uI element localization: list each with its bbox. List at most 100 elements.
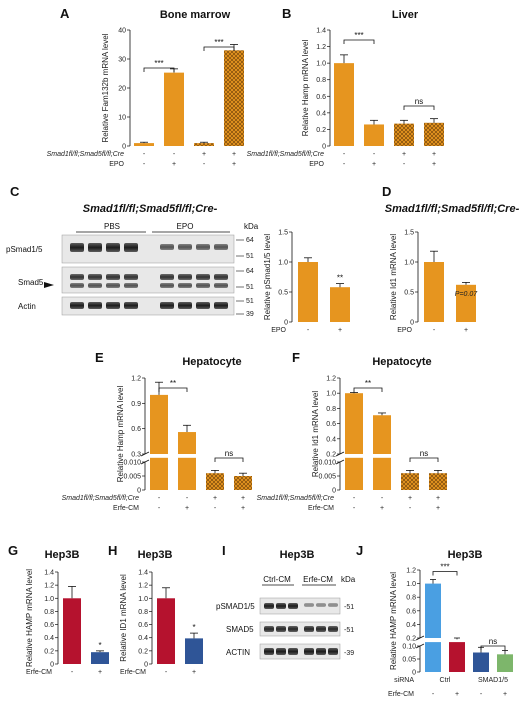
- y-tick-label: 0.4: [138, 635, 148, 642]
- treatment-sign: +: [172, 161, 176, 168]
- y-tick-label: 1.2: [44, 583, 54, 590]
- y-tick-label: 0.4: [316, 110, 326, 117]
- chart-a: 0 10 20 30 40 Relative Fam132b mRNA level *** *…: [47, 28, 244, 168]
- band: [124, 274, 138, 280]
- y-tick-label: 0.6: [138, 622, 148, 629]
- band: [304, 626, 314, 632]
- genotype-sign: +: [402, 151, 406, 158]
- treatment-sign: +: [464, 327, 468, 334]
- significance-bracket: [343, 39, 375, 44]
- genotype-sign: -: [343, 151, 346, 158]
- bar: [298, 262, 318, 322]
- treatment-label: Erfe-CM: [388, 691, 414, 698]
- bar: [91, 652, 109, 664]
- significance-bracket: [403, 105, 435, 110]
- genotype-sign: +: [232, 151, 236, 158]
- blot-c-marker: 64: [246, 237, 254, 244]
- significance-label: *: [98, 641, 101, 650]
- y-tick-label: 0.10: [402, 644, 416, 651]
- genotype-label: Smad1fl/fl;Smad5fl/fl;Cre: [47, 151, 125, 158]
- band: [106, 243, 120, 252]
- treatment-sign: +: [503, 691, 507, 698]
- genotype-sign: -: [373, 151, 376, 158]
- genotype-sign: +: [432, 151, 436, 158]
- y-tick-label: 0: [412, 670, 416, 677]
- y-tick-label: 0.8: [138, 609, 148, 616]
- band: [196, 244, 210, 250]
- treatment-sign: -: [353, 505, 356, 512]
- bar: [194, 143, 214, 146]
- treatment-sign: -: [71, 669, 74, 676]
- panel-label-c: C: [10, 184, 20, 199]
- treatment-sign: +: [98, 669, 102, 676]
- y-axis-label: Relative pSmad1/5 level: [263, 234, 272, 320]
- panel-label-a: A: [60, 6, 70, 21]
- y-tick-label: 0.3: [131, 452, 141, 459]
- band: [304, 648, 314, 655]
- significance-bracket: [143, 67, 175, 72]
- band: [178, 302, 192, 309]
- y-tick-label: 10: [118, 115, 126, 122]
- y-tick-label: 0.8: [316, 77, 326, 84]
- panel-label-i: I: [222, 543, 226, 558]
- band: [124, 283, 138, 288]
- band: [264, 603, 274, 609]
- band: [328, 648, 338, 655]
- y-axis-label: Relative Hamp mRNA level: [301, 40, 310, 137]
- y-tick-label: 0.6: [406, 608, 416, 615]
- panel-label-h: H: [108, 543, 117, 558]
- treatment-sign: -: [432, 691, 435, 698]
- band: [214, 274, 228, 280]
- panel-f-title: Hepatocyte: [372, 356, 431, 368]
- blot-i-marker: -51: [344, 604, 354, 611]
- treatment-label: Erfe-CM: [113, 505, 139, 512]
- significance-label: ns: [489, 637, 497, 646]
- y-tick-label: 0: [284, 320, 288, 327]
- blot-c: PBS EPO kDa pSmad1/5 Smad5 Actin 64 51 6…: [6, 222, 259, 318]
- panel-label-d: D: [382, 184, 391, 199]
- genotype-sign: +: [213, 495, 217, 502]
- y-tick-label: 0.8: [326, 406, 336, 413]
- bar: [449, 642, 465, 672]
- blot-c-label-psmad: pSmad1/5: [6, 245, 43, 254]
- significance-bracket: [480, 645, 506, 650]
- y-tick-label: 1.2: [326, 376, 336, 383]
- y-axis-label: Relative HAMP mRNA level: [25, 569, 34, 667]
- panel-b-title: Liver: [392, 9, 419, 21]
- bar: [345, 457, 363, 490]
- y-axis-label: Relative Id1 mRNA level: [311, 391, 320, 477]
- panel-label-f: F: [292, 350, 300, 365]
- y-tick-label: 1.5: [278, 230, 288, 237]
- bar: [178, 457, 196, 490]
- blot-c-label-actin: Actin: [18, 302, 36, 311]
- bar: [497, 654, 513, 672]
- y-tick-label: 0: [410, 320, 414, 327]
- bar: [178, 432, 196, 454]
- y-axis-label: Relative Hamp mRNA level: [116, 386, 125, 483]
- bar: [345, 393, 363, 454]
- genotype-label: Smad1fl/fl;Smad5fl/fl;Cre: [247, 151, 325, 158]
- y-tick-label: 0.005: [318, 474, 336, 481]
- bar: [63, 598, 81, 664]
- y-tick-label: 0: [322, 144, 326, 151]
- y-tick-label: 0: [137, 488, 141, 495]
- treatment-sign: +: [241, 505, 245, 512]
- band: [264, 626, 274, 632]
- blot-c-row-actin-bg: [61, 296, 235, 316]
- blot-c-group-epo: EPO: [177, 222, 194, 231]
- y-tick-label: 0: [144, 662, 148, 669]
- band: [88, 274, 102, 280]
- blot-i-marker: -51: [344, 627, 354, 634]
- panel-e-title: Hepatocyte: [182, 356, 241, 368]
- band: [124, 243, 138, 252]
- significance-label: ns: [415, 97, 423, 106]
- band: [106, 283, 120, 288]
- blot-c-marker: 64: [246, 268, 254, 275]
- treatment-sign: +: [192, 669, 196, 676]
- genotype-sign: -: [158, 495, 161, 502]
- genotype-sign: -: [381, 495, 384, 502]
- bar: [150, 457, 168, 490]
- band: [276, 648, 286, 655]
